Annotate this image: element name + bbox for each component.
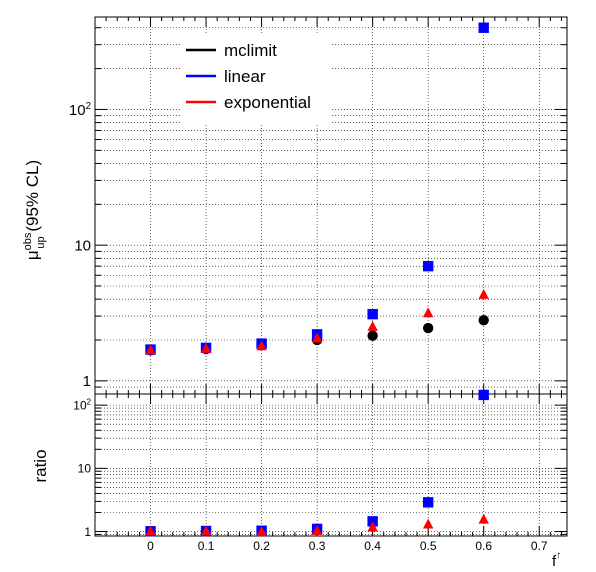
x-tick-label: 0.6 xyxy=(475,539,492,553)
x-tick-label: 0.2 xyxy=(253,539,270,553)
x-tick-label: 0.7 xyxy=(531,539,548,553)
data-point-mclimit xyxy=(478,314,489,326)
main-plot-panel: 1 10 102 mclimit linear exponential xyxy=(69,16,568,395)
main-y-axis-label: μobsup (95% CL) xyxy=(22,160,47,260)
data-point-exponential xyxy=(145,525,156,536)
data-point-exponential xyxy=(256,340,267,351)
data-point-mclimit xyxy=(422,322,434,334)
y-tick-label: 10 xyxy=(74,238,91,255)
data-point-exponential xyxy=(422,307,434,318)
data-point-exponential xyxy=(422,518,434,529)
y-tick-label: 102 xyxy=(73,398,91,413)
data-point-exponential xyxy=(200,525,212,536)
data-point-exponential xyxy=(311,524,323,535)
data-point-exponential xyxy=(478,513,489,524)
x-tick-label: 0.5 xyxy=(420,539,437,553)
y-tick-label: 1 xyxy=(84,525,91,539)
data-point-linear xyxy=(478,22,489,33)
ratio-grid xyxy=(95,394,567,536)
ratio-y-axis-label: ratio xyxy=(31,449,50,482)
data-point-linear xyxy=(367,308,378,320)
data-point-exponential xyxy=(311,332,323,343)
data-point-exponential xyxy=(200,342,212,353)
ratio-plot-panel: 1 10 102 0 0.1 0.2 0.3 0.4 0.5 0.6 0.7 xyxy=(73,389,568,553)
ratio-data-points xyxy=(145,389,489,537)
data-point-exponential xyxy=(256,526,267,537)
x-tick-label: 0.1 xyxy=(198,539,215,553)
legend-label-mclimit: mclimit xyxy=(224,41,277,60)
y-tick-label: 102 xyxy=(69,101,91,119)
data-point-exponential xyxy=(367,320,378,331)
legend: mclimit linear exponential xyxy=(180,35,330,123)
data-point-exponential xyxy=(478,288,489,299)
x-axis-label: f↑ xyxy=(552,550,561,570)
main-data-points xyxy=(145,22,489,356)
axis-labels: μobsup (95% CL) ratio f↑ xyxy=(22,160,561,570)
main-grid xyxy=(95,17,567,395)
y-tick-label: 1 xyxy=(83,373,91,390)
x-tick-label: 0.4 xyxy=(364,539,381,553)
x-tick-label: 0.3 xyxy=(309,539,326,553)
plot-frame xyxy=(94,393,568,537)
data-point-linear xyxy=(422,497,434,508)
data-point-linear xyxy=(367,516,378,527)
data-point-exponential xyxy=(367,521,378,532)
data-point-linear xyxy=(422,260,434,272)
data-point-linear xyxy=(478,389,489,401)
legend-label-exponential: exponential xyxy=(224,93,311,112)
x-tick-label: 0 xyxy=(147,539,154,553)
y-tick-label: 10 xyxy=(78,462,92,476)
data-point-exponential xyxy=(145,344,156,355)
data-point-mclimit xyxy=(367,330,378,341)
ratio-axes: 1 10 102 0 0.1 0.2 0.3 0.4 0.5 0.6 0.7 xyxy=(73,393,568,553)
plot-frame xyxy=(94,16,568,395)
legend-label-linear: linear xyxy=(224,67,266,86)
